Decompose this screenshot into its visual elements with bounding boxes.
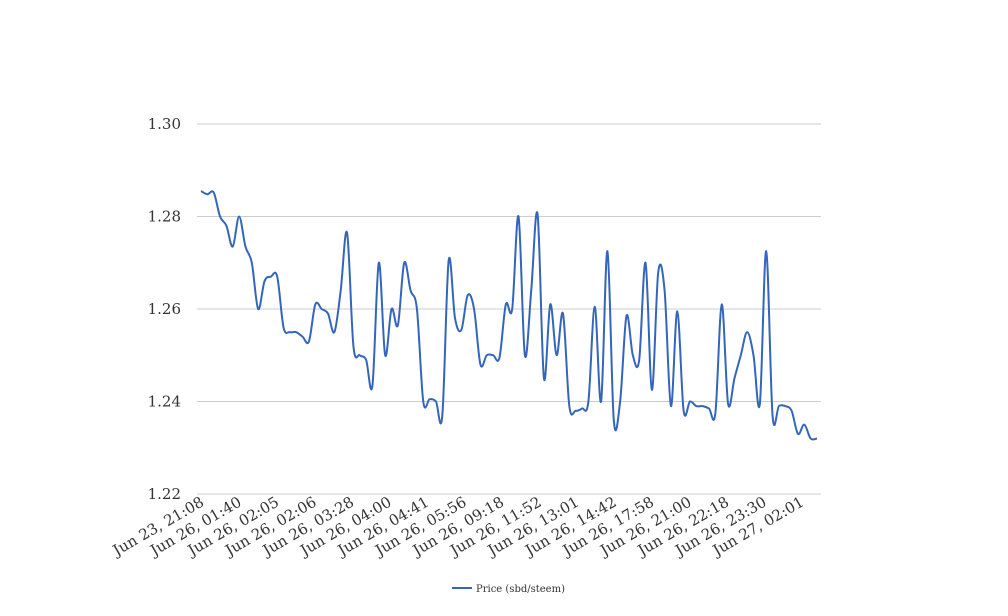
legend-label: Price (sbd/steem) [476, 584, 565, 595]
y-tick-label: 1.26 [148, 300, 181, 318]
y-tick-label: 1.28 [148, 208, 181, 226]
y-axis-tick-labels: 1.22 1.24 1.26 1.28 1.30 [148, 115, 181, 503]
legend: Price (sbd/steem) [452, 584, 565, 595]
series-line [200, 190, 818, 441]
y-tick-label: 1.24 [148, 393, 181, 411]
y-tick-label: 1.30 [148, 115, 181, 133]
series-lines [200, 190, 818, 441]
y-tick-label: 1.22 [148, 485, 181, 503]
